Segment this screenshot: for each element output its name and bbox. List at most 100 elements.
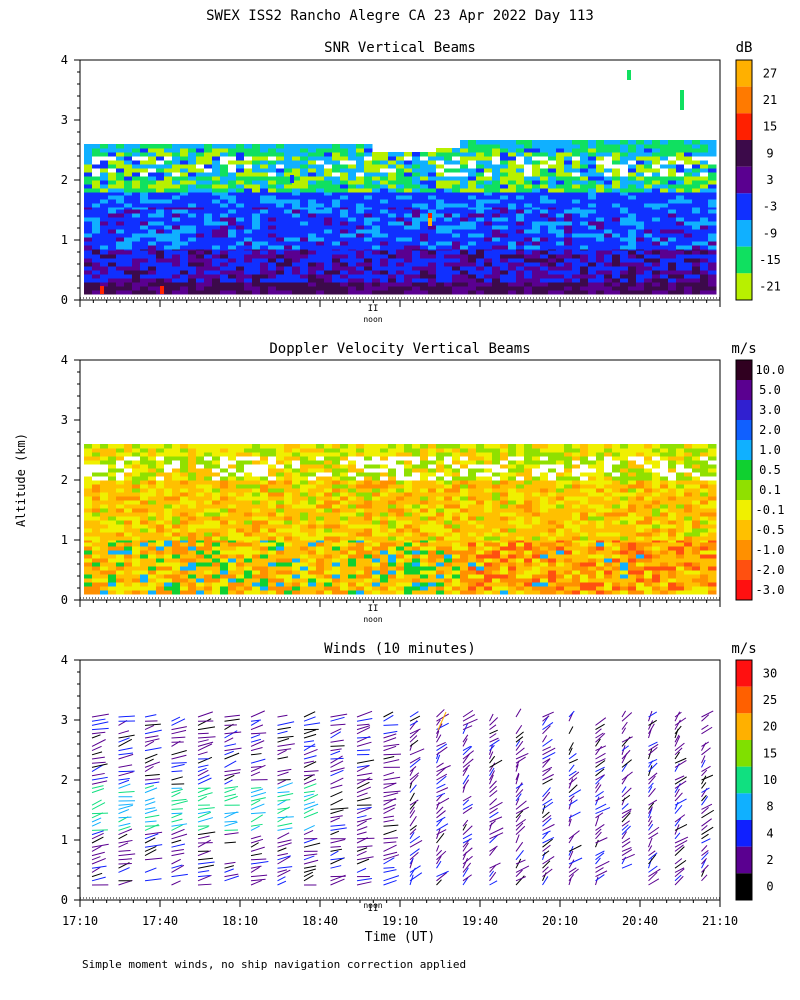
heatmap-cell [108,270,117,275]
heatmap-cell [84,221,93,226]
heatmap-cell [524,258,533,263]
heatmap-cell [508,566,517,571]
heatmap-cell [84,270,93,275]
heatmap-cell [564,229,573,234]
heatmap-cell [180,245,189,250]
heatmap-cell [140,282,149,287]
heatmap-cell [660,233,669,238]
heatmap-cell [516,180,525,185]
heatmap-cell [92,558,101,563]
heatmap-cell [468,203,477,208]
heatmap-cell [708,213,717,218]
heatmap-cell [228,148,237,153]
heatmap-cell [188,266,197,271]
heatmap-cell [108,532,117,537]
heatmap-cell [564,254,573,259]
heatmap-cell [340,512,349,517]
heatmap-cell [220,144,229,149]
heatmap-cell [132,278,141,283]
heatmap-cell [412,286,421,291]
heatmap-cell [540,168,549,173]
heatmap-cell [84,286,93,291]
heatmap-cell [524,176,533,181]
heatmap-cell [228,488,237,493]
heatmap-cell [652,590,661,595]
heatmap-cell [628,578,637,583]
heatmap-cell [372,578,381,583]
heatmap-cell [444,590,453,595]
heatmap-cell [204,282,213,287]
heatmap-cell [116,570,125,575]
heatmap-cell [436,282,445,287]
heatmap-cell [580,562,589,567]
heatmap-cell [132,148,141,153]
heatmap-cell [460,148,469,153]
heatmap-cell [108,266,117,271]
heatmap-cell [300,254,309,259]
heatmap-cell [684,245,693,250]
heatmap-cell [164,480,173,485]
heatmap-cell [308,164,317,169]
heatmap-cell [132,574,141,579]
heatmap-cell [340,500,349,505]
heatmap-cell [508,258,517,263]
heatmap-cell [300,566,309,571]
heatmap-cell [452,286,461,291]
heatmap-cell [436,168,445,173]
heatmap-cell [100,225,109,230]
heatmap-cell [212,270,221,275]
heatmap-cell [244,492,253,497]
heatmap-cell [644,233,653,238]
heatmap-cell [676,156,685,161]
heatmap-cell [180,542,189,547]
heatmap-cell [500,199,509,204]
heatmap-cell [124,286,133,291]
heatmap-cell [548,233,557,238]
heatmap-cell [132,554,141,559]
heatmap-cell [284,233,293,238]
heatmap-cell [580,184,589,189]
heatmap-cell [212,254,221,259]
heatmap-cell [348,199,357,204]
heatmap-cell [300,582,309,587]
heatmap-cell [708,554,717,559]
heatmap-cell [276,156,285,161]
heatmap-cell [684,152,693,157]
heatmap-cell [156,484,165,489]
heatmap-cell [196,550,205,555]
heatmap-cell [596,570,605,575]
heatmap-cell [476,160,485,165]
heatmap-cell [452,209,461,214]
heatmap-cell [188,188,197,193]
heatmap-cell [532,262,541,267]
heatmap-cell [268,542,277,547]
heatmap-cell [92,250,101,255]
heatmap-cell [692,140,701,145]
heatmap-cell [348,270,357,275]
heatmap-cell [364,217,373,222]
heatmap-cell [588,245,597,250]
heatmap-cell [148,274,157,279]
heatmap-cell [276,542,285,547]
heatmap-cell [540,233,549,238]
heatmap-cell [84,148,93,153]
heatmap-cell [196,254,205,259]
heatmap-cell [612,176,621,181]
heatmap-cell [492,156,501,161]
heatmap-cell [604,176,613,181]
heatmap-cell [140,164,149,169]
heatmap-cell [556,221,565,226]
heatmap-cell [348,221,357,226]
heatmap-cell [244,250,253,255]
heatmap-cell [372,245,381,250]
heatmap-cell [92,148,101,153]
heatmap-cell [644,188,653,193]
heatmap-cell [700,180,709,185]
heatmap-cell [300,578,309,583]
heatmap-cell [492,184,501,189]
heatmap-cell [244,488,253,493]
heatmap-cell [236,176,245,181]
heatmap-cell [252,566,261,571]
heatmap-cell [364,168,373,173]
heatmap-cell [388,290,397,295]
